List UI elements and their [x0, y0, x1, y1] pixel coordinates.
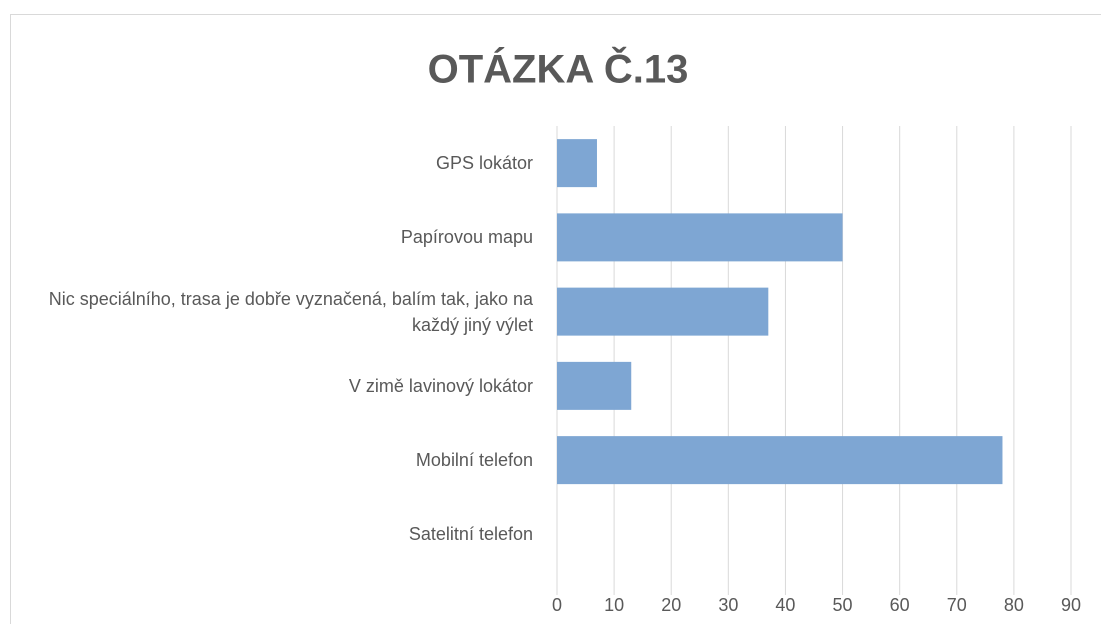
x-tick-label: 30	[718, 595, 738, 615]
category-label-box: V zimě lavinový lokátor	[348, 375, 533, 396]
category-label-box: Satelitní telefon	[408, 524, 533, 545]
x-tick-label: 50	[833, 595, 853, 615]
chart-border	[10, 14, 1101, 624]
bar	[557, 213, 843, 262]
bar	[557, 139, 597, 188]
x-tick-label: 80	[1004, 595, 1024, 615]
category-label-box: Nic speciálního, trasa je dobře vyznačen…	[48, 288, 533, 335]
x-tick-label: 10	[604, 595, 624, 615]
bar	[557, 361, 632, 410]
y-tick-label: V zimě lavinový lokátor	[348, 375, 533, 396]
y-tick-label: Satelitní telefon	[408, 524, 533, 545]
x-tick-label: 40	[775, 595, 795, 615]
x-tick-label: 0	[552, 595, 562, 615]
x-tick-label: 60	[890, 595, 910, 615]
y-tick-label: GPS lokátor	[435, 153, 533, 174]
category-label-box: GPS lokátor	[435, 153, 533, 174]
x-tick-label: 90	[1061, 595, 1081, 615]
category-label-box: Papírovou mapu	[400, 227, 533, 248]
chart-title: OTÁZKA Č.13	[428, 46, 689, 92]
y-tick-label: Nic speciálního, trasa je dobře vyznačen…	[48, 288, 533, 335]
y-tick-label: Mobilní telefon	[415, 450, 533, 471]
bar	[557, 287, 769, 336]
bar	[557, 436, 1003, 485]
y-tick-label: Papírovou mapu	[400, 227, 533, 248]
x-tick-label: 70	[947, 595, 967, 615]
x-tick-label: 20	[661, 595, 681, 615]
category-label-box: Mobilní telefon	[415, 450, 533, 471]
